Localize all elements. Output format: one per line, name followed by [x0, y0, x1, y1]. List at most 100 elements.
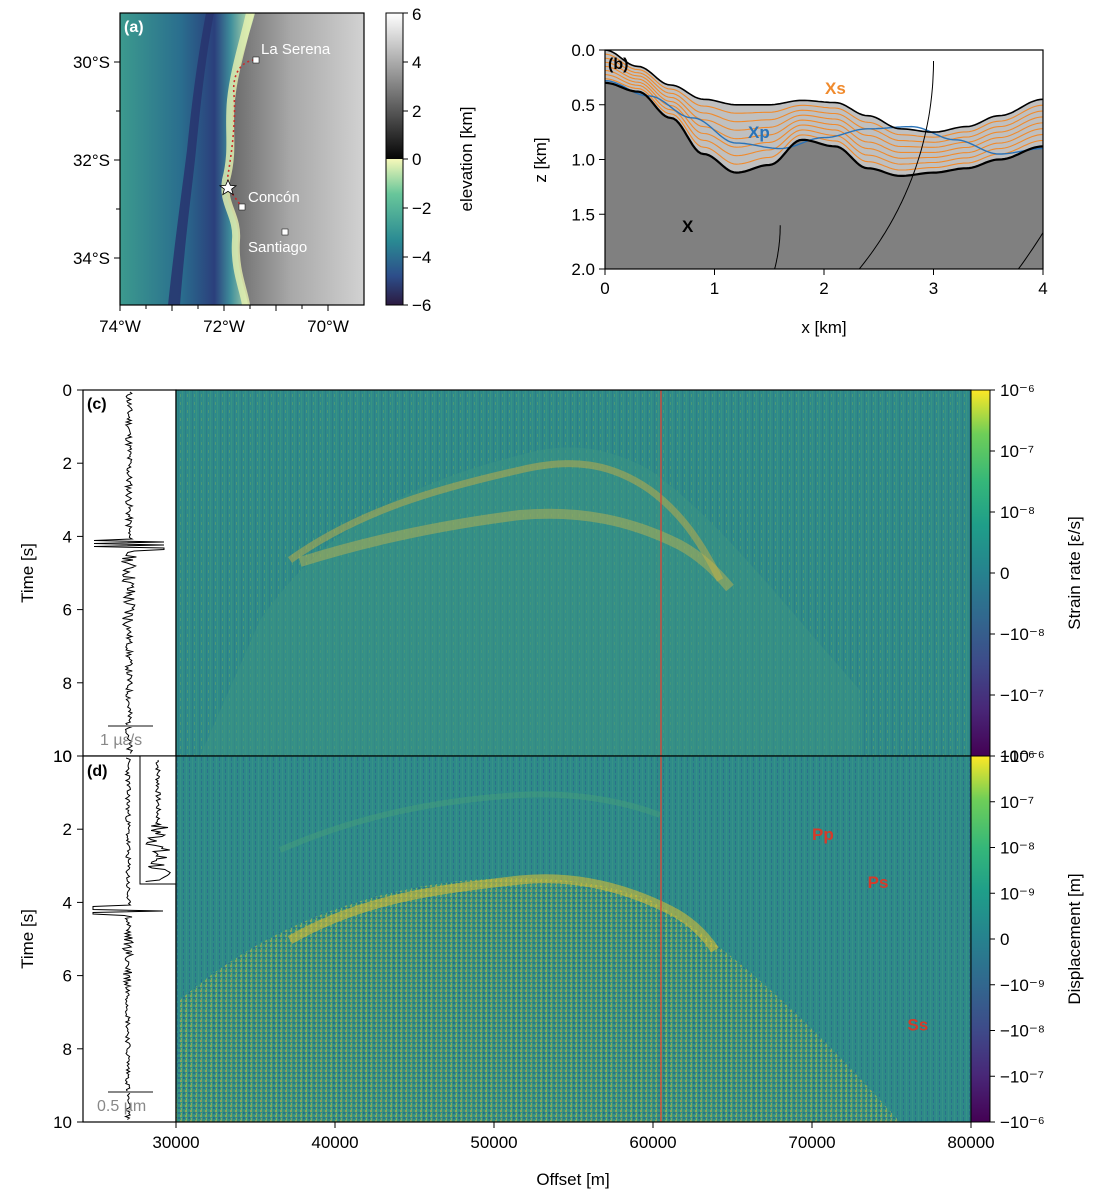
- y-tick-label: 10: [53, 1113, 72, 1132]
- second-arrival: [298, 508, 734, 592]
- colorbar-tick: 10⁻⁶: [1000, 747, 1035, 766]
- colorbar-tick: −10⁻⁷: [1000, 1067, 1044, 1086]
- panel-b-section: (b) Xs Xp X 0 1 2 3 40.00.51.01.52.0 x [km] …: [531, 41, 1048, 337]
- sediment-isoline: [605, 57, 1043, 143]
- ray-arcs: [774, 61, 1043, 269]
- y-tick-label: 8: [63, 1040, 72, 1059]
- colorbar-tick: −10⁻⁶: [1000, 1113, 1045, 1132]
- sediment-isoline: [605, 69, 1043, 159]
- x-axis-label: x [km]: [801, 318, 846, 337]
- colorbar-tick: −2: [412, 199, 431, 218]
- panel-d-displacement: 0.5 µm (d) Pp Ps Ss 10 2 4 6 8 10 30000 40000 5000…: [18, 747, 1084, 1189]
- y-axis-label: Time [s]: [18, 543, 37, 603]
- strain-trace-line: [93, 391, 165, 754]
- x-tick-label: 50000: [470, 1133, 517, 1152]
- xp-interface-line: [605, 80, 1043, 155]
- colorbar-tick: −10⁻⁹: [1000, 976, 1045, 995]
- scale-bar-label: 1 µε/s: [100, 732, 142, 749]
- y-tick-label: 30°S: [73, 53, 110, 72]
- sediment-isoline: [605, 74, 1043, 165]
- y-tick-label: 0: [63, 381, 72, 400]
- coda-energy: [176, 878, 900, 1122]
- sediment-isolines: [605, 53, 1043, 171]
- colorbar-tick: 6: [412, 5, 421, 24]
- x-tick-label: 1: [710, 279, 719, 298]
- strain-colorbar: [970, 389, 991, 757]
- displacement-trace-line: [92, 757, 164, 1120]
- star-marker-icon: [218, 179, 238, 196]
- y-tick-label: 10: [53, 747, 72, 766]
- y-tick-label: 1.5: [571, 205, 595, 224]
- trace-panel-c: [82, 389, 177, 757]
- panel-d-label: (d): [87, 763, 107, 780]
- trench: [168, 13, 214, 305]
- y-tick-label: 8: [63, 674, 72, 693]
- y-tick-label: 1.0: [571, 151, 595, 170]
- panel-b-label: (b): [608, 56, 628, 73]
- colorbar-tick: −6: [412, 296, 431, 315]
- x-axis-label: Offset [m]: [536, 1170, 609, 1189]
- colorbar-tick: 10⁻⁶: [1000, 381, 1035, 400]
- colorbar-tick: 0: [412, 150, 421, 169]
- x-tick-label: 70000: [788, 1133, 835, 1152]
- x-tick-label: 30000: [152, 1133, 199, 1152]
- x-tick-label: 40000: [311, 1133, 358, 1152]
- panel-a-label: (a): [124, 19, 144, 36]
- city-marker-la-serena: [252, 56, 260, 64]
- x-tick-label: 70°W: [307, 317, 349, 336]
- y-axis-label: Time [s]: [18, 909, 37, 969]
- colorbar-tick: 2: [412, 102, 421, 121]
- y-tick-label: 4: [63, 893, 72, 912]
- colorbar-tick: 10⁻⁹: [1000, 884, 1035, 903]
- colorbar-tick: −4: [412, 248, 431, 267]
- x-tick-label: 3: [929, 279, 938, 298]
- colorbar-tick: 10⁻⁸: [1000, 503, 1035, 522]
- elevation-colorbar: [385, 12, 404, 306]
- x-tick-label: 0: [600, 279, 609, 298]
- y-tick-label: 4: [63, 527, 72, 546]
- x-tick-label: 60000: [629, 1133, 676, 1152]
- colorbar-label: Displacement [m]: [1065, 873, 1084, 1004]
- sediment-isoline: [605, 53, 1043, 138]
- city-label: Santiago: [248, 239, 307, 256]
- phase-label: Pp: [812, 825, 834, 844]
- panel-a-map: (a) La Serena Concón Santiago 74°W 72°W …: [73, 5, 476, 336]
- x-tick-label: 74°W: [99, 317, 141, 336]
- seafloor-line: [605, 50, 1043, 133]
- colorbar-tick: −10⁻⁷: [1000, 686, 1044, 705]
- annotation-xs: Xs: [825, 79, 846, 98]
- y-tick-label: 6: [63, 967, 72, 986]
- panel-b-axes: 0 1 2 3 4 0.0 0.5 1.0 1.5 2.0: [571, 41, 1047, 298]
- fiber-cable-route: [227, 59, 255, 206]
- sediment-isoline: [605, 61, 1043, 148]
- phase-label: Ss: [907, 1016, 928, 1035]
- inset-trace-line: [145, 759, 171, 882]
- colorbar-label: elevation [km]: [457, 107, 476, 212]
- colorbar-tick: −10⁻⁶: [1000, 747, 1045, 766]
- y-tick-label: 32°S: [73, 151, 110, 170]
- first-arrival: [287, 460, 724, 582]
- y-tick-label: 34°S: [73, 249, 110, 268]
- y-tick-label: 10: [53, 747, 72, 766]
- main-arrival: [287, 874, 719, 953]
- city-marker-concon: [238, 203, 246, 211]
- y-tick-label: 2.0: [571, 260, 595, 279]
- colorbar-tick: 0: [1000, 930, 1009, 949]
- y-axis-label: z [km]: [531, 137, 550, 182]
- y-tick-label: 6: [63, 601, 72, 620]
- colorbar-tick: −10⁻⁸: [1000, 1022, 1045, 1041]
- panel-d-ticks: 10 2 4 6 8 10 30000 40000 50000 60000 70000 80000: [53, 747, 995, 1152]
- colorbar-tick: 10⁻⁸: [1000, 839, 1035, 858]
- panel-c-ticks: 0 2 4 6 8 10: [53, 381, 83, 766]
- panel-c-strain-rate: 1 µε/s (c) 0 2 4 6 8 10 Time [s] 10⁻⁶ 10⁻⁷ 10⁻⁸…: [18, 381, 1084, 766]
- colorbar-tick: 4: [412, 53, 421, 72]
- colorbar-tick: 0: [1000, 564, 1009, 583]
- colorbar-tick: 10⁻⁷: [1000, 793, 1034, 812]
- sediment-isoline: [605, 78, 1043, 171]
- x-tick-label: 72°W: [203, 317, 245, 336]
- city-label: La Serena: [261, 41, 331, 58]
- basement-line: [605, 81, 1043, 177]
- city-label: Concón: [248, 189, 300, 206]
- coastline: [221, 13, 254, 305]
